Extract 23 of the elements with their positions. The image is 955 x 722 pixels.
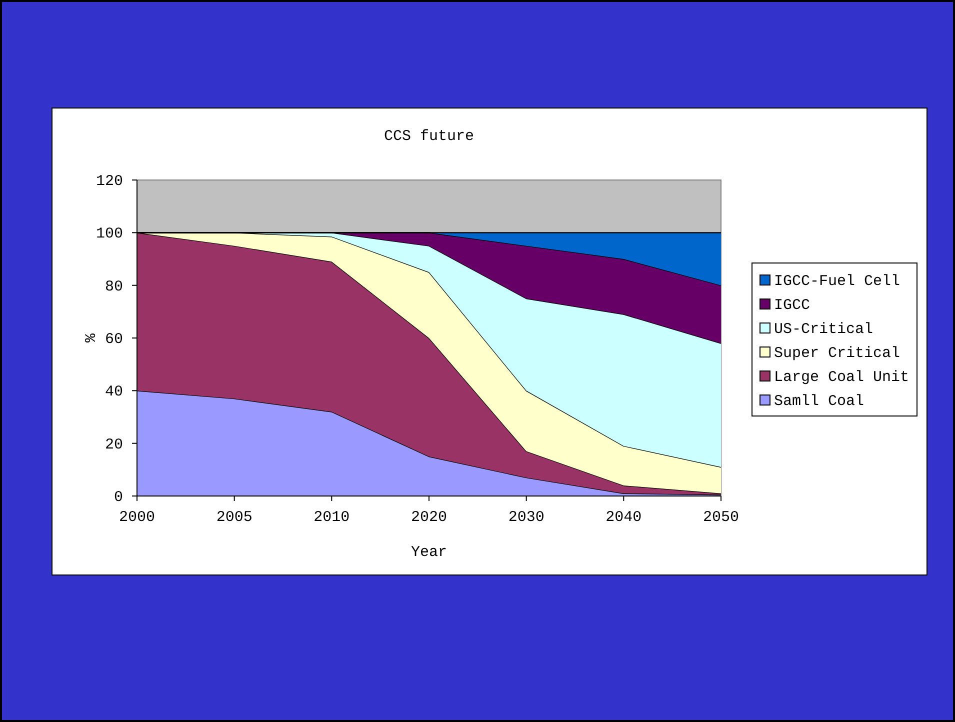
y-tick-label: 20: [104, 436, 123, 454]
x-axis-title: Year: [410, 544, 448, 561]
x-tick-label: 2000: [118, 509, 156, 526]
legend-label: Samll Coal: [774, 393, 864, 410]
x-tick-label: 2020: [410, 509, 448, 526]
y-tick-label: 0: [114, 489, 123, 506]
legend-label: IGCC-Fuel Cell: [774, 273, 900, 290]
y-tick-label: 120: [96, 173, 123, 190]
y-tick-label: 60: [104, 331, 123, 348]
legend-label: IGCC: [774, 297, 810, 314]
legend-label: US-Critical: [774, 321, 874, 338]
legend-label: Super Critical: [774, 345, 900, 362]
x-tick-label: 2050: [702, 509, 740, 526]
y-tick-label: 40: [104, 384, 123, 401]
x-tick-label: 2005: [216, 509, 252, 526]
chart-title: CCS future: [384, 128, 474, 145]
y-axis-title: %: [83, 332, 100, 343]
x-tick-label: 2010: [314, 509, 350, 526]
y-tick-label: 100: [96, 226, 123, 243]
y-tick-label: 80: [104, 278, 123, 296]
legend-label: Large Coal Unit: [774, 369, 910, 386]
x-tick-label: 2040: [606, 509, 642, 526]
x-tick-label: 2030: [508, 509, 544, 526]
